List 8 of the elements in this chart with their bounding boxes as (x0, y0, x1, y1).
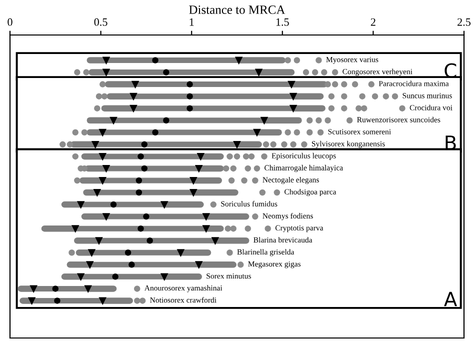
x-tick-label: 2.5 (458, 18, 471, 26)
x-tick-label: 1.5 (276, 18, 289, 26)
x-tick-label: 2 (370, 18, 376, 26)
band-label: A (444, 292, 458, 306)
x-tick-label: 0 (8, 18, 12, 26)
x-tick-label: 0.5 (94, 18, 108, 26)
x-axis-title: Distance to MRCA (189, 6, 286, 14)
x-tick-label: 1 (190, 18, 194, 26)
